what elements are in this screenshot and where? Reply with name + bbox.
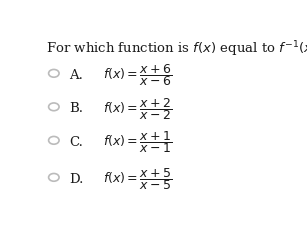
Text: $f(x)=\dfrac{x+1}{x-1}$: $f(x)=\dfrac{x+1}{x-1}$ bbox=[103, 129, 172, 155]
Text: A.: A. bbox=[69, 69, 83, 82]
Text: $f(x)=\dfrac{x+5}{x-5}$: $f(x)=\dfrac{x+5}{x-5}$ bbox=[103, 166, 172, 192]
Text: B.: B. bbox=[69, 102, 83, 115]
Text: For which function is $f(x)$ equal to $f^{-1}(x)$?: For which function is $f(x)$ equal to $f… bbox=[45, 40, 307, 59]
Text: C.: C. bbox=[69, 136, 83, 149]
Text: D.: D. bbox=[69, 173, 84, 186]
Text: $f(x)=\dfrac{x+2}{x-2}$: $f(x)=\dfrac{x+2}{x-2}$ bbox=[103, 96, 172, 122]
Text: $f(x)=\dfrac{x+6}{x-6}$: $f(x)=\dfrac{x+6}{x-6}$ bbox=[103, 62, 172, 88]
